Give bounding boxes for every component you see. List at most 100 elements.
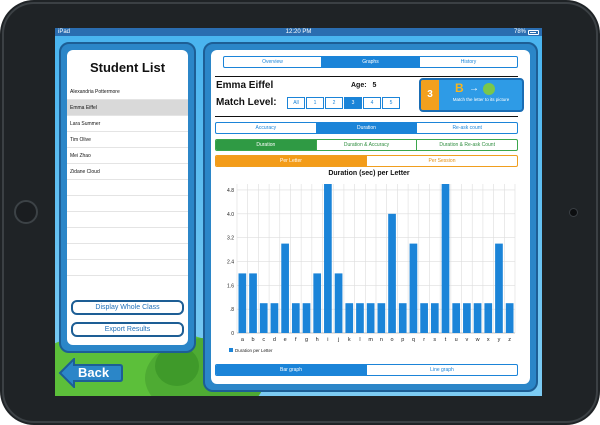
bar-r <box>420 303 428 333</box>
grouping-tab-per-session[interactable]: Per Session <box>366 156 517 166</box>
match-level-selector: All 1 2 3 4 5 <box>287 97 401 109</box>
match-level-option[interactable]: 3 <box>344 97 362 109</box>
bar-o <box>388 213 396 333</box>
student-list-panel: Student List Alexandria Pottermore Emma E… <box>59 42 196 353</box>
x-tick-label: v <box>466 337 469 343</box>
export-results-button[interactable]: Export Results <box>71 322 184 337</box>
bar-w <box>473 303 482 333</box>
x-tick-label: w <box>475 337 480 343</box>
bar-q <box>409 243 418 333</box>
bar-c <box>259 303 268 333</box>
report-card: Overview Graphs History Emma Eiffel Age: 5… <box>211 50 530 384</box>
student-list-item[interactable]: Mei Zhao <box>67 148 188 164</box>
bar-s <box>430 303 439 333</box>
back-button[interactable]: Back <box>58 358 123 388</box>
x-tick-label: s <box>433 337 436 343</box>
legend-swatch <box>229 348 233 352</box>
student-name: Emma Eiffel <box>216 80 274 91</box>
bar-l <box>356 303 364 333</box>
bar-z <box>505 303 514 333</box>
empty-list-row <box>67 180 188 196</box>
bar-e <box>281 243 289 333</box>
x-tick-label: i <box>327 337 328 343</box>
home-button[interactable] <box>14 200 38 224</box>
match-level-option[interactable]: 4 <box>363 97 381 109</box>
chart: Duration (sec) per Letter 0 .8 1.6 2.4 3.2 4.… <box>215 170 523 360</box>
bar-n <box>377 303 386 333</box>
combo-tab-duration[interactable]: Duration <box>216 140 316 150</box>
y-tick-label: 4.8 <box>227 188 234 194</box>
bar-h <box>313 273 322 333</box>
x-tick-label: n <box>380 337 383 343</box>
student-list: Alexandria Pottermore Emma Eiffel Lara Sum… <box>67 84 188 276</box>
student-list-card: Student List Alexandria Pottermore Emma E… <box>67 50 188 345</box>
status-time: 12:20 PM <box>285 29 312 35</box>
empty-list-row <box>67 244 188 260</box>
bar-b <box>249 273 257 333</box>
x-tick-label: l <box>359 337 360 343</box>
metric-tab-duration[interactable]: Duration <box>315 123 417 133</box>
x-tick-label: e <box>284 337 287 343</box>
activity-card[interactable]: 3 B → Match the letter to its picture <box>419 78 524 112</box>
picture-icon <box>483 83 495 95</box>
activity-letter: B <box>455 81 464 95</box>
x-tick-label: k <box>348 337 351 343</box>
y-tick-label: 4.0 <box>227 212 234 218</box>
x-tick-label: z <box>508 337 511 343</box>
combo-tabs: Duration Duration & Accuracy Duration & Re… <box>215 139 518 151</box>
match-level-label: Match Level: <box>216 97 277 108</box>
match-level-option[interactable]: 2 <box>325 97 343 109</box>
display-whole-class-button[interactable]: Display Whole Class <box>71 300 184 315</box>
graph-type-tab-line-graph[interactable]: Line graph <box>366 365 517 375</box>
graph-type-tab-bar-graph[interactable]: Bar graph <box>216 365 366 375</box>
student-list-title: Student List <box>89 60 166 75</box>
match-level-option[interactable]: 5 <box>382 97 400 109</box>
match-level-option[interactable]: All <box>287 97 305 109</box>
x-tick-label: r <box>423 337 425 343</box>
bar-v <box>463 303 471 333</box>
tab-overview[interactable]: Overview <box>262 59 283 65</box>
tab-graphs[interactable]: Graphs <box>321 57 419 67</box>
camera-icon <box>569 208 578 217</box>
x-tick-label: d <box>273 337 276 343</box>
bar-y <box>495 243 503 333</box>
student-list-item[interactable]: Alexandria Pottermore <box>67 84 188 100</box>
battery-icon <box>528 30 539 35</box>
tab-history[interactable]: History <box>419 57 517 67</box>
status-bar: iPad 12:20 PM 78% <box>55 28 542 36</box>
grouping-tab-per-letter[interactable]: Per Letter <box>216 156 366 166</box>
match-level-option[interactable]: 1 <box>306 97 324 109</box>
activity-number: 3 <box>421 80 439 110</box>
metric-tab-accuracy[interactable]: Accuracy <box>255 125 277 131</box>
screen: iPad 12:20 PM 78% Student List Alexandri… <box>55 28 542 396</box>
activity-description: Match the letter to its picture <box>452 97 510 102</box>
bar-chart: 0 .8 1.6 2.4 3.2 4.0 4.8 a b c d e f g h i j k l m n o p q r s t u v… <box>227 184 516 353</box>
student-list-item[interactable]: Emma Eiffel <box>67 100 188 116</box>
metric-tab-re-ask-count[interactable]: Re-ask count <box>416 123 517 133</box>
student-list-item[interactable]: Tim Olive <box>67 132 188 148</box>
x-tick-label: f <box>295 337 297 343</box>
x-tick-label: u <box>455 337 458 343</box>
legend-label: Duration per Letter <box>235 348 273 353</box>
combo-tab-duration-accuracy[interactable]: Duration & Accuracy <box>315 140 417 150</box>
x-tick-label: g <box>305 337 308 343</box>
bar-j <box>334 273 343 333</box>
empty-list-row <box>67 196 188 212</box>
divider <box>215 76 518 77</box>
arrow-right-icon: → <box>469 83 479 94</box>
student-list-item[interactable]: Zidane Cloud <box>67 164 188 180</box>
bar-k <box>345 303 354 333</box>
combo-tab-duration-re-ask-count[interactable]: Duration & Re-ask Count <box>416 140 517 150</box>
student-list-item[interactable]: Lara Summer <box>67 116 188 132</box>
bar-t <box>441 184 450 333</box>
student-age: Age: 5 <box>351 82 376 89</box>
x-tick-label: j <box>337 337 339 343</box>
x-tick-label: h <box>316 337 319 343</box>
age-label: Age: <box>351 82 367 89</box>
x-tick-label: p <box>401 337 404 343</box>
bar-p <box>398 303 407 333</box>
empty-list-row <box>67 260 188 276</box>
bar-i <box>324 184 332 333</box>
